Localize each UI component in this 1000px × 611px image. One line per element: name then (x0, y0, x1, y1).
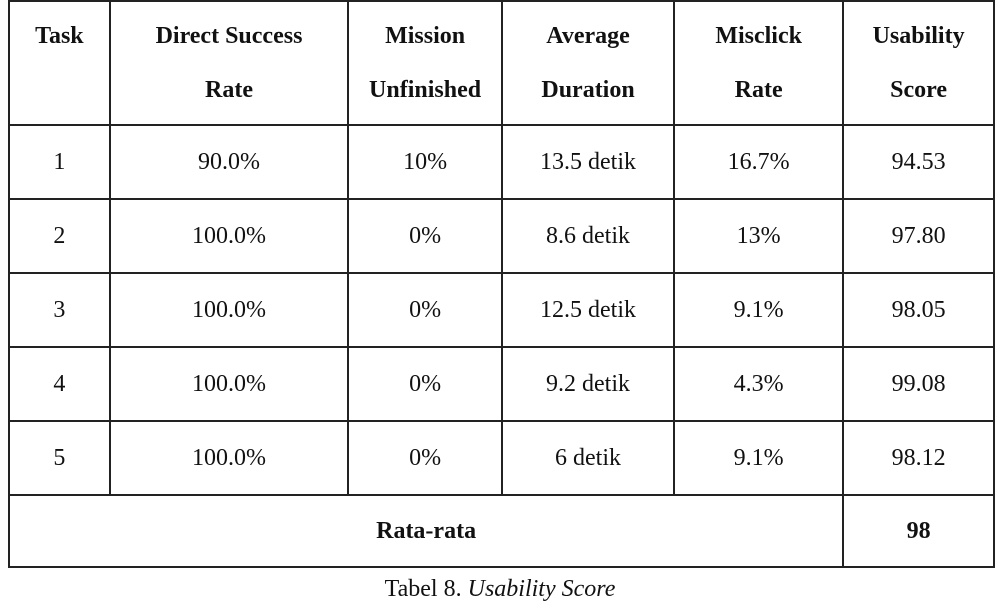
cell-task: 2 (8, 198, 111, 274)
cell-task: 4 (8, 346, 111, 422)
cell-usability-score: 99.08 (842, 346, 995, 422)
cell-usability-score: 97.80 (842, 198, 995, 274)
header-mission-line1: Mission (385, 23, 466, 49)
cell-misclick-rate: 9.1% (673, 420, 845, 496)
header-mission-unfinished: Mission Unfinished (347, 0, 503, 126)
table-row: 5 100.0% 0% 6 detik 9.1% 98.12 (8, 420, 995, 496)
header-usability-score: Usability Score (842, 0, 995, 126)
table-row: 2 100.0% 0% 8.6 detik 13% 97.80 (8, 198, 995, 274)
cell-mission-unfinished: 0% (347, 346, 503, 422)
cell-task: 5 (8, 420, 111, 496)
cell-direct-success: 100.0% (108, 272, 350, 348)
cell-average-duration: 13.5 detik (500, 124, 676, 200)
cell-misclick-rate: 9.1% (673, 272, 845, 348)
usability-score-table: Task Direct Success Rate Mission Unfinis… (7, 0, 995, 568)
table-header-row: Task Direct Success Rate Mission Unfinis… (8, 0, 995, 126)
table-footer-row: Rata-rata 98 (7, 494, 995, 568)
cell-mission-unfinished: 10% (347, 124, 503, 200)
cell-average-duration: 8.6 detik (500, 198, 676, 274)
table-row: 4 100.0% 0% 9.2 detik 4.3% 99.08 (8, 346, 995, 422)
header-misclick-line2: Rate (734, 77, 783, 103)
footer-average-label: Rata-rata (7, 494, 845, 568)
cell-direct-success: 100.0% (108, 346, 350, 422)
header-mission-line2: Unfinished (369, 77, 482, 103)
cell-task: 1 (8, 124, 111, 200)
cell-average-duration: 9.2 detik (500, 346, 676, 422)
cell-average-duration: 12.5 detik (500, 272, 676, 348)
cell-direct-success: 100.0% (108, 198, 350, 274)
cell-mission-unfinished: 0% (347, 272, 503, 348)
header-duration-line2: Duration (541, 77, 635, 103)
cell-average-duration: 6 detik (500, 420, 676, 496)
cell-mission-unfinished: 0% (347, 420, 503, 496)
footer-average-value: 98 (842, 494, 995, 568)
table-caption: Tabel 8. Usability Score (0, 574, 1000, 604)
header-direct-success-rate: Direct Success Rate (108, 0, 350, 126)
header-misclick-line1: Misclick (715, 23, 802, 49)
cell-usability-score: 98.12 (842, 420, 995, 496)
caption-prefix: Tabel 8. (384, 576, 462, 602)
header-usability-line2: Score (890, 77, 948, 103)
header-average-duration: Average Duration (500, 0, 676, 126)
cell-direct-success: 100.0% (108, 420, 350, 496)
cell-misclick-rate: 13% (673, 198, 845, 274)
cell-usability-score: 94.53 (842, 124, 995, 200)
table-row: 3 100.0% 0% 12.5 detik 9.1% 98.05 (8, 272, 995, 348)
header-task: Task (8, 0, 111, 126)
header-direct-success-line2: Rate (205, 77, 253, 103)
header-misclick-rate: Misclick Rate (673, 0, 845, 126)
cell-misclick-rate: 4.3% (673, 346, 845, 422)
header-usability-line1: Usability (872, 23, 965, 49)
table-row: 1 90.0% 10% 13.5 detik 16.7% 94.53 (8, 124, 995, 200)
cell-misclick-rate: 16.7% (673, 124, 845, 200)
caption-title: Usability Score (467, 576, 616, 602)
cell-usability-score: 98.05 (842, 272, 995, 348)
header-task-label: Task (35, 23, 84, 49)
usability-table-container: Task Direct Success Rate Mission Unfinis… (7, 0, 995, 568)
cell-mission-unfinished: 0% (347, 198, 503, 274)
cell-direct-success: 90.0% (108, 124, 350, 200)
header-direct-success-line1: Direct Success (155, 23, 303, 49)
header-duration-line1: Average (546, 23, 630, 49)
cell-task: 3 (8, 272, 111, 348)
